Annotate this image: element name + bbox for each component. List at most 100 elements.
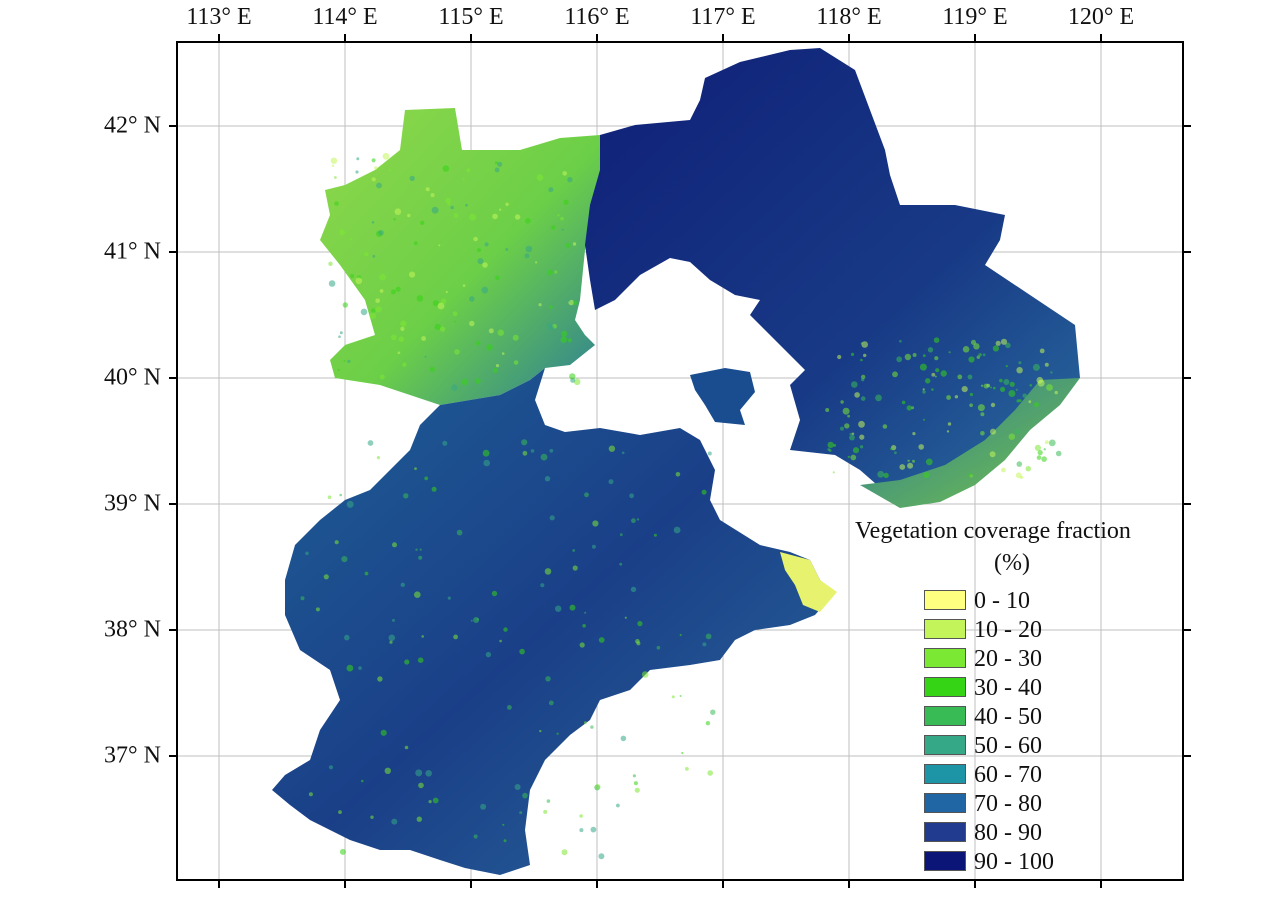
texture-speckle	[418, 555, 423, 560]
texture-speckle	[961, 386, 968, 393]
texture-speckle	[425, 187, 430, 192]
texture-speckle	[308, 792, 313, 797]
texture-speckle	[833, 443, 837, 447]
legend-label: 40 - 50	[974, 704, 1042, 730]
texture-speckle	[549, 448, 554, 453]
texture-speckle	[1032, 363, 1040, 371]
texture-speckle	[1008, 390, 1016, 397]
texture-speckle	[1015, 472, 1022, 479]
texture-speckle	[491, 590, 498, 597]
texture-speckle	[514, 214, 521, 220]
texture-speckle	[371, 221, 375, 224]
legend-swatch	[924, 822, 966, 842]
texture-speckle	[546, 322, 552, 328]
texture-speckle	[548, 700, 554, 706]
texture-speckle	[861, 374, 866, 380]
texture-speckle	[877, 470, 885, 478]
legend-label: 90 - 100	[974, 849, 1054, 875]
texture-speckle	[631, 518, 636, 524]
texture-speckle	[432, 300, 439, 307]
texture-speckle	[403, 493, 409, 499]
texture-speckle	[701, 489, 707, 495]
texture-speckle	[535, 261, 538, 264]
texture-speckle	[494, 167, 500, 173]
lat-label-39: 39° N	[104, 490, 161, 517]
texture-speckle	[572, 242, 577, 246]
texture-speckle	[852, 447, 860, 454]
texture-speckle	[569, 373, 576, 380]
texture-speckle	[894, 451, 897, 455]
texture-speckle	[376, 456, 380, 460]
texture-speckle	[453, 212, 459, 218]
texture-speckle	[1028, 400, 1032, 404]
texture-speckle	[681, 751, 684, 755]
texture-speckle	[1037, 379, 1045, 387]
texture-speckle	[543, 809, 548, 814]
texture-speckle	[364, 252, 369, 257]
texture-speckle	[912, 353, 917, 357]
texture-speckle	[573, 378, 581, 386]
texture-speckle	[462, 284, 466, 287]
texture-speckle	[393, 217, 396, 221]
texture-speckle	[573, 300, 578, 305]
texture-speckle	[536, 174, 544, 181]
texture-speckle	[364, 571, 369, 576]
texture-speckle	[425, 770, 433, 777]
texture-speckle	[572, 565, 578, 571]
texture-speckle	[379, 289, 384, 293]
texture-speckle	[707, 770, 713, 776]
texture-speckle	[346, 664, 354, 672]
texture-speckle	[565, 243, 571, 248]
texture-speckle	[977, 404, 985, 412]
texture-speckle	[439, 326, 446, 332]
texture-speckle	[341, 556, 348, 563]
texture-speckle	[935, 368, 940, 373]
texture-speckle	[995, 340, 1001, 346]
texture-speckle	[1043, 448, 1046, 451]
texture-speckle	[470, 619, 473, 622]
map-frame	[176, 41, 1184, 881]
texture-speckle	[349, 238, 353, 241]
legend-swatch	[924, 735, 966, 755]
texture-speckle	[300, 596, 305, 601]
texture-speckle	[962, 346, 970, 353]
texture-speckle	[499, 208, 502, 211]
texture-speckle	[495, 161, 498, 165]
texture-speckle	[679, 633, 682, 637]
texture-speckle	[424, 476, 429, 481]
texture-speckle	[358, 666, 362, 670]
texture-speckle	[360, 308, 368, 316]
texture-speckle	[339, 331, 343, 335]
texture-speckle	[505, 202, 509, 206]
texture-speckle	[453, 320, 456, 323]
texture-speckle	[849, 432, 852, 436]
texture-speckle	[339, 229, 346, 236]
texture-speckle	[392, 618, 395, 622]
texture-speckle	[925, 378, 931, 384]
texture-speckle	[328, 280, 336, 287]
texture-speckle	[685, 767, 689, 771]
legend-label: 70 - 80	[974, 791, 1042, 817]
texture-speckle	[901, 400, 906, 405]
texture-speckle	[624, 616, 627, 619]
texture-speckle	[369, 312, 376, 320]
texture-speckle	[922, 388, 925, 391]
texture-speckle	[445, 290, 448, 294]
texture-speckle	[918, 444, 924, 450]
texture-speckle	[590, 725, 594, 729]
texture-speckle	[499, 639, 502, 643]
texture-speckle	[978, 353, 982, 357]
texture-speckle	[671, 695, 675, 699]
texture-speckle	[524, 253, 530, 259]
texture-speckle	[415, 548, 418, 551]
texture-speckle	[555, 605, 562, 612]
texture-speckle	[409, 271, 416, 278]
texture-speckle	[594, 784, 601, 790]
texture-speckle	[957, 374, 963, 380]
texture-speckle	[1005, 365, 1008, 368]
texture-speckle	[323, 574, 329, 580]
lon-label-118: 118° E	[816, 4, 882, 30]
texture-speckle	[591, 544, 596, 549]
legend-label: 60 - 70	[974, 762, 1042, 788]
texture-speckle	[486, 344, 493, 351]
